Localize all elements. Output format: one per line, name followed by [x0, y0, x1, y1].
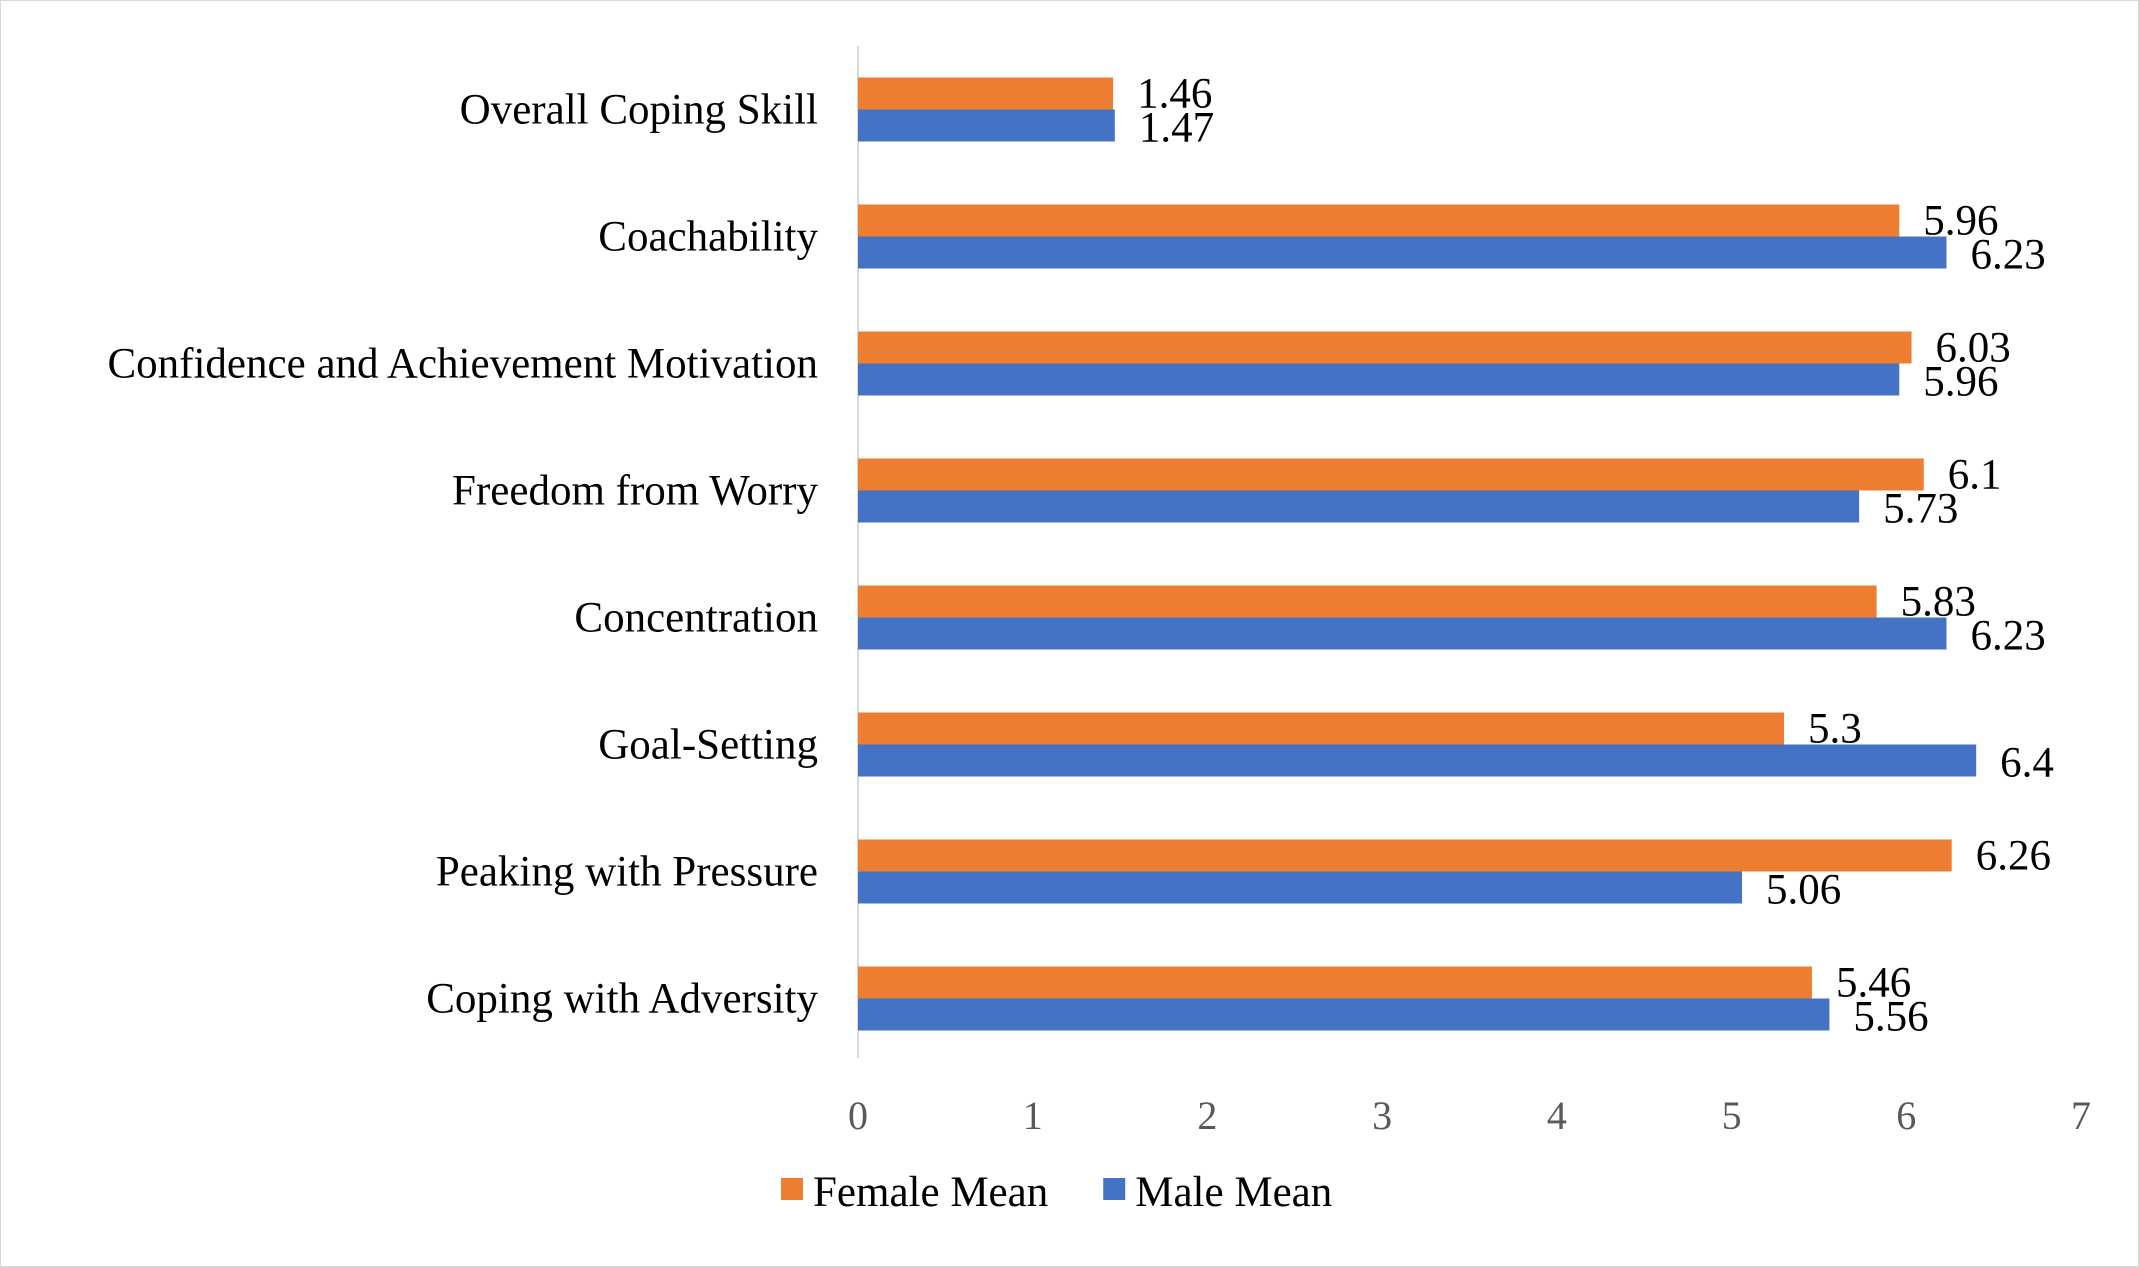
data-label: 6.23	[1970, 232, 2045, 279]
legend-swatch	[1103, 1178, 1126, 1200]
data-label: 5.06	[1766, 867, 1841, 914]
x-tick-label: 6	[1896, 1093, 1916, 1138]
data-label: 6.03	[1936, 325, 2011, 372]
category-label: Coping with Adversity	[426, 976, 818, 1023]
data-label: 6.4	[2000, 740, 2054, 787]
x-tick-labels: 0 1 2 3 4 5 6 7	[848, 1093, 2091, 1138]
bar	[858, 331, 1912, 364]
legend-label: Male Mean	[1135, 1169, 1332, 1216]
bar	[858, 77, 1114, 110]
data-labels: 1.461.475.966.236.035.966.15.735.836.235…	[1137, 71, 2054, 1041]
x-tick-label: 2	[1197, 1093, 1217, 1138]
category-label: Freedom from Worry	[452, 468, 818, 515]
legend: Female Mean Male Mean	[781, 1169, 1332, 1216]
bar	[858, 617, 1947, 650]
bar	[858, 585, 1877, 618]
bar	[858, 458, 1924, 491]
category-label: Coachability	[598, 214, 818, 261]
category-label: Overall Coping Skill	[460, 87, 818, 134]
category-label: Concentration	[574, 595, 818, 642]
data-label: 5.3	[1808, 706, 1862, 753]
x-tick-label: 0	[848, 1093, 868, 1138]
bar	[858, 871, 1743, 904]
legend-swatch	[781, 1178, 803, 1200]
bar	[858, 204, 1900, 237]
x-tick-label: 7	[2071, 1093, 2091, 1138]
data-label: 5.56	[1853, 994, 1928, 1041]
bar	[858, 839, 1952, 872]
category-labels: Overall Coping Skill Coachability Confiden…	[107, 87, 818, 1023]
data-label: 6.23	[1970, 613, 2045, 660]
bar	[858, 966, 1812, 999]
x-tick-label: 5	[1722, 1093, 1742, 1138]
bar	[858, 363, 1900, 396]
category-label: Peaking with Pressure	[436, 849, 818, 896]
data-label: 1.46	[1137, 71, 1212, 118]
bars	[858, 77, 1977, 1031]
category-label: Goal-Setting	[598, 722, 818, 769]
bar	[858, 744, 1977, 777]
x-tick-label: 1	[1023, 1093, 1043, 1138]
bar	[858, 998, 1830, 1031]
data-label: 5.46	[1836, 960, 1911, 1007]
data-label: 5.83	[1901, 579, 1976, 626]
data-label: 1.47	[1139, 105, 1214, 152]
bar	[858, 712, 1784, 745]
category-label: Confidence and Achievement Motivation	[107, 341, 818, 388]
x-tick-label: 4	[1547, 1093, 1567, 1138]
legend-label: Female Mean	[813, 1169, 1048, 1216]
x-tick-label: 3	[1372, 1093, 1392, 1138]
data-label: 6.1	[1948, 452, 2002, 499]
data-label: 5.96	[1923, 198, 1998, 245]
data-label: 6.26	[1976, 833, 2051, 880]
bar	[858, 109, 1115, 142]
bar	[858, 236, 1947, 269]
data-label: 5.96	[1923, 359, 1998, 406]
bar	[858, 490, 1860, 523]
data-label: 5.73	[1883, 486, 1958, 533]
